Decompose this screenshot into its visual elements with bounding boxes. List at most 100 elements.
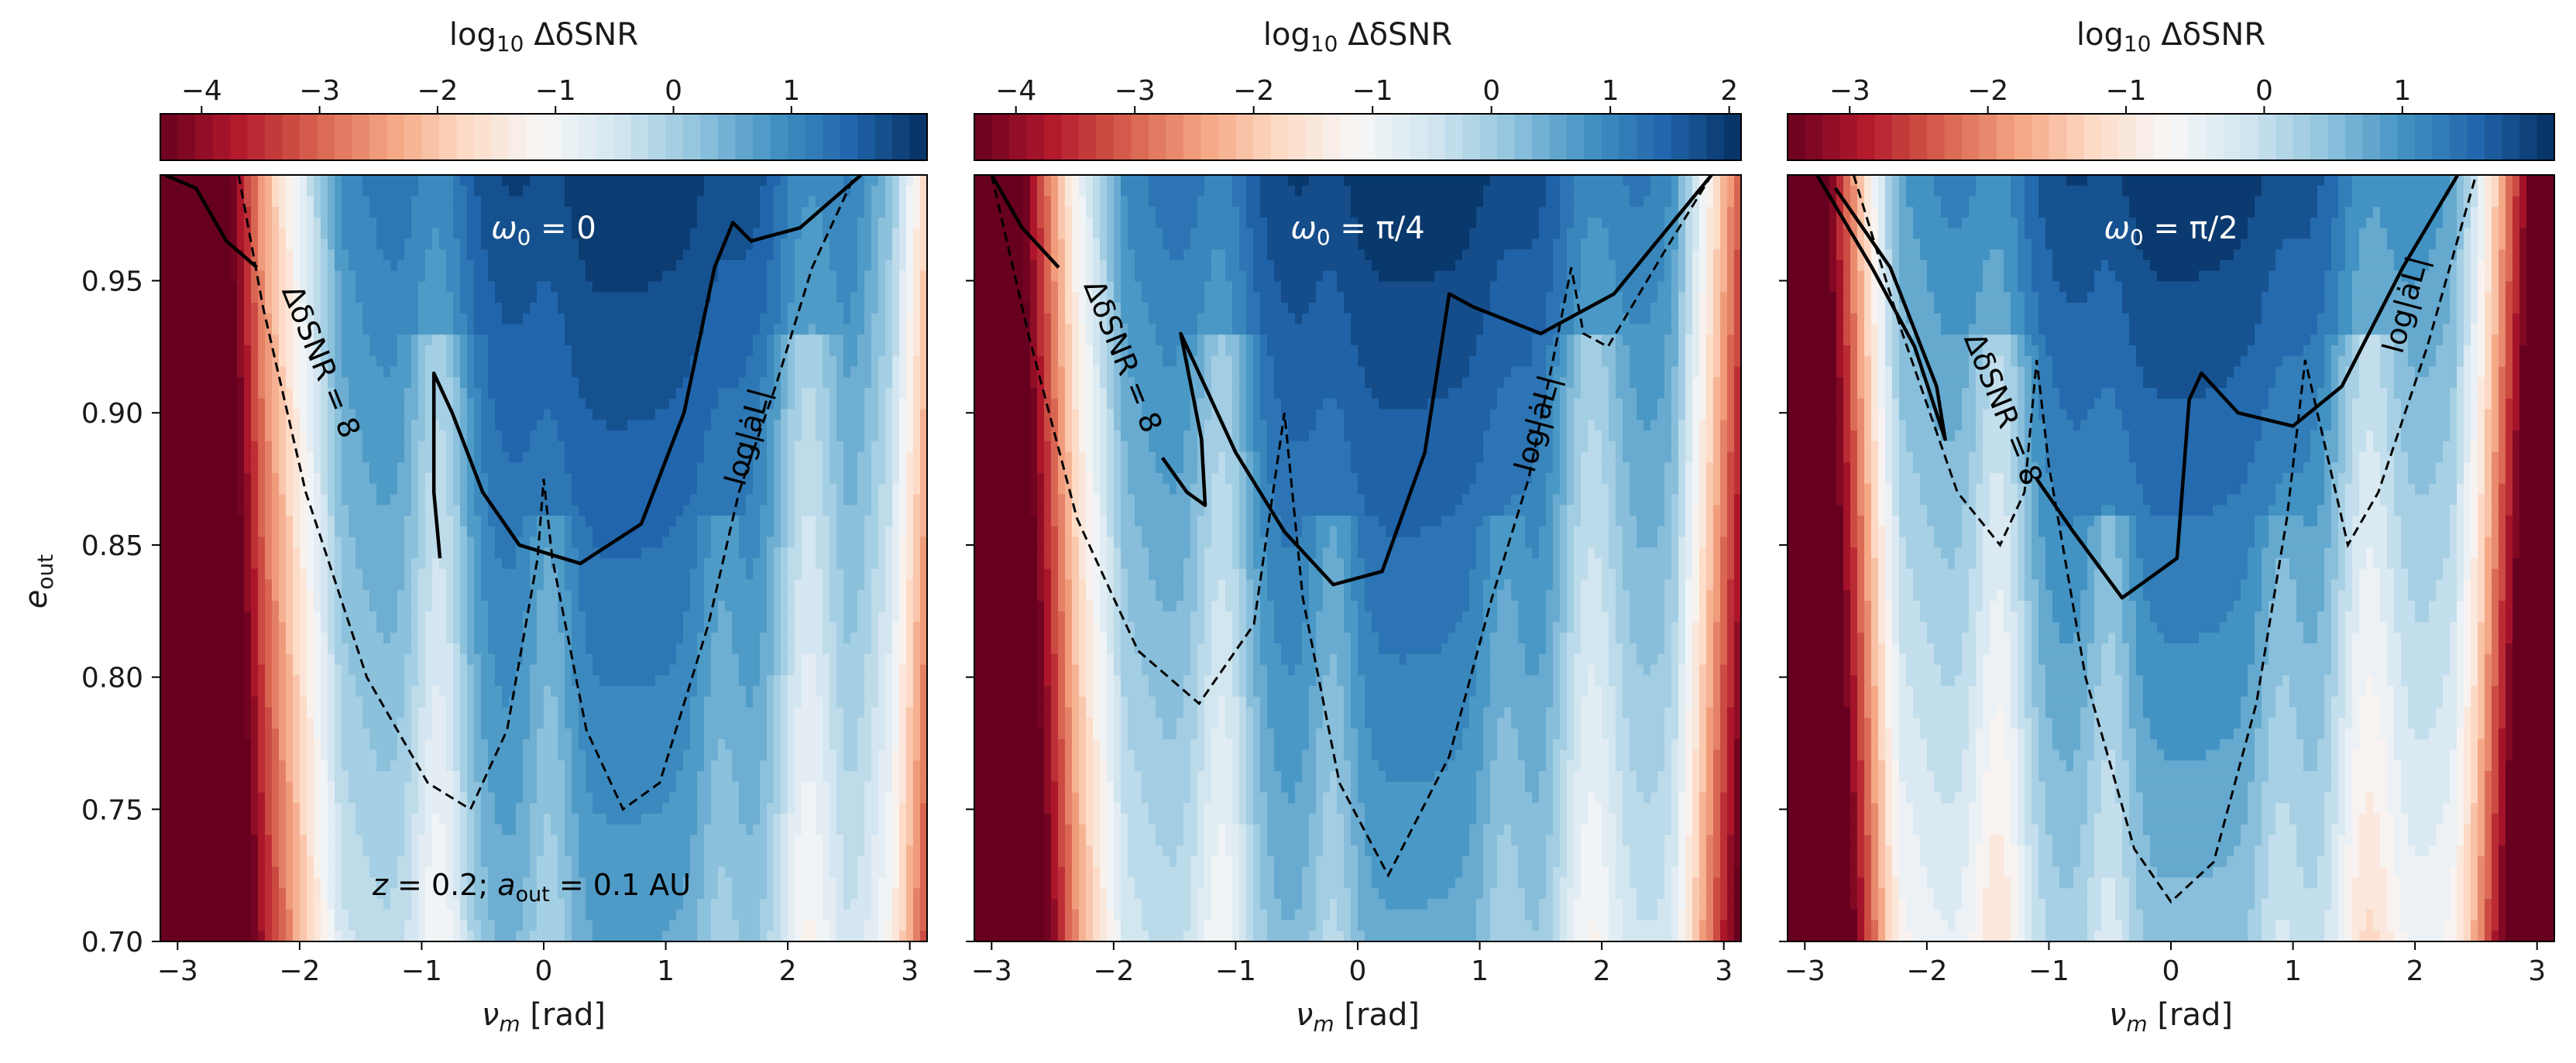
- heatmap-cell: [383, 175, 391, 187]
- heatmap-cell: [558, 218, 565, 229]
- heatmap-cell: [774, 260, 781, 272]
- heatmap-cell: [871, 601, 879, 612]
- heatmap-cell: [307, 334, 314, 346]
- heatmap-cell: [300, 388, 307, 399]
- heatmap-cell: [265, 537, 273, 548]
- heatmap-cell: [565, 601, 572, 612]
- heatmap-cell: [474, 228, 482, 240]
- heatmap-cell: [655, 537, 663, 548]
- heatmap-cell: [690, 611, 698, 623]
- heatmap-cell: [342, 388, 349, 399]
- heatmap-cell: [857, 516, 865, 527]
- heatmap-cell: [669, 324, 677, 335]
- heatmap-cell: [906, 334, 914, 346]
- heatmap-cell: [342, 409, 349, 420]
- heatmap-cell: [760, 568, 768, 581]
- heatmap-cell: [167, 622, 175, 633]
- heatmap-cell: [369, 558, 377, 570]
- heatmap-cell: [802, 611, 809, 623]
- heatmap-cell: [342, 313, 349, 325]
- heatmap-cell: [167, 643, 175, 655]
- heatmap-cell: [467, 281, 475, 293]
- heatmap-cell: [425, 568, 433, 581]
- heatmap-cell: [906, 494, 914, 506]
- heatmap-cell: [753, 516, 761, 527]
- heatmap-cell: [641, 228, 649, 240]
- heatmap-cell: [223, 175, 231, 187]
- heatmap-cell: [460, 207, 468, 218]
- heatmap-cell: [495, 249, 503, 261]
- heatmap-cell: [704, 462, 712, 474]
- heatmap-cell: [913, 420, 921, 431]
- heatmap-cell: [641, 494, 649, 506]
- heatmap-cell: [530, 228, 538, 240]
- heatmap-cell: [746, 430, 754, 442]
- heatmap-cell: [349, 409, 356, 420]
- heatmap-cell: [209, 558, 217, 570]
- heatmap-cell: [620, 558, 628, 570]
- heatmap-cell: [223, 558, 231, 570]
- heatmap-cell: [321, 516, 328, 527]
- heatmap-cell: [572, 441, 579, 453]
- heatmap-cell: [432, 430, 440, 442]
- heatmap-cell: [697, 451, 705, 463]
- heatmap-cell: [551, 537, 558, 548]
- heatmap-cell: [272, 207, 280, 218]
- heatmap-cell: [850, 622, 858, 633]
- heatmap-cell: [300, 292, 307, 303]
- heatmap-cell: [795, 207, 802, 218]
- heatmap-cell: [592, 185, 600, 197]
- heatmap-cell: [746, 590, 754, 602]
- heatmap-cell: [181, 494, 189, 506]
- heatmap-cell: [899, 366, 907, 378]
- heatmap-cell: [453, 483, 461, 495]
- heatmap-cell: [195, 611, 203, 623]
- heatmap-cell: [732, 185, 740, 197]
- heatmap-cell: [439, 324, 447, 335]
- heatmap-cell: [572, 420, 579, 431]
- heatmap-cell: [809, 441, 816, 453]
- heatmap-cell: [648, 430, 656, 442]
- heatmap-cell: [850, 537, 858, 548]
- heatmap-cell: [774, 547, 781, 559]
- heatmap-cell: [662, 366, 670, 378]
- heatmap-cell: [314, 526, 321, 538]
- heatmap-cell: [439, 270, 447, 283]
- heatmap-cell: [634, 451, 642, 463]
- heatmap-cell: [836, 558, 844, 570]
- heatmap-cell: [802, 622, 809, 633]
- heatmap-cell: [767, 249, 775, 261]
- heatmap-cell: [209, 451, 217, 463]
- heatmap-cell: [537, 451, 544, 463]
- heatmap-cell: [913, 249, 921, 261]
- heatmap-cell: [669, 537, 677, 548]
- heatmap-cell: [202, 601, 210, 612]
- heatmap-cell: [676, 441, 684, 453]
- heatmap-cell: [223, 430, 231, 442]
- heatmap-cell: [885, 249, 893, 261]
- heatmap-cell: [369, 324, 377, 335]
- heatmap-cell: [474, 420, 482, 431]
- heatmap-cell: [488, 451, 496, 463]
- heatmap-cell: [397, 537, 405, 548]
- heatmap-cell: [209, 366, 217, 378]
- heatmap-cell: [216, 558, 224, 570]
- heatmap-cell: [718, 185, 726, 197]
- heatmap-cell: [425, 420, 433, 431]
- heatmap-cell: [676, 462, 684, 474]
- heatmap-cell: [174, 207, 182, 218]
- heatmap-cell: [404, 420, 412, 431]
- heatmap-cell: [843, 537, 851, 548]
- heatmap-cell: [579, 324, 586, 335]
- heatmap-cell: [711, 377, 719, 389]
- heatmap-cell: [920, 228, 927, 240]
- heatmap-cell: [648, 249, 656, 261]
- heatmap-cell: [864, 398, 872, 410]
- heatmap-cell: [530, 260, 538, 272]
- heatmap-cell: [411, 292, 419, 303]
- heatmap-cell: [355, 292, 363, 303]
- heatmap-cell: [788, 420, 795, 431]
- heatmap-cell: [579, 345, 586, 357]
- heatmap-cell: [286, 355, 294, 368]
- colorbar-label: log10 ΔδSNR: [449, 17, 638, 57]
